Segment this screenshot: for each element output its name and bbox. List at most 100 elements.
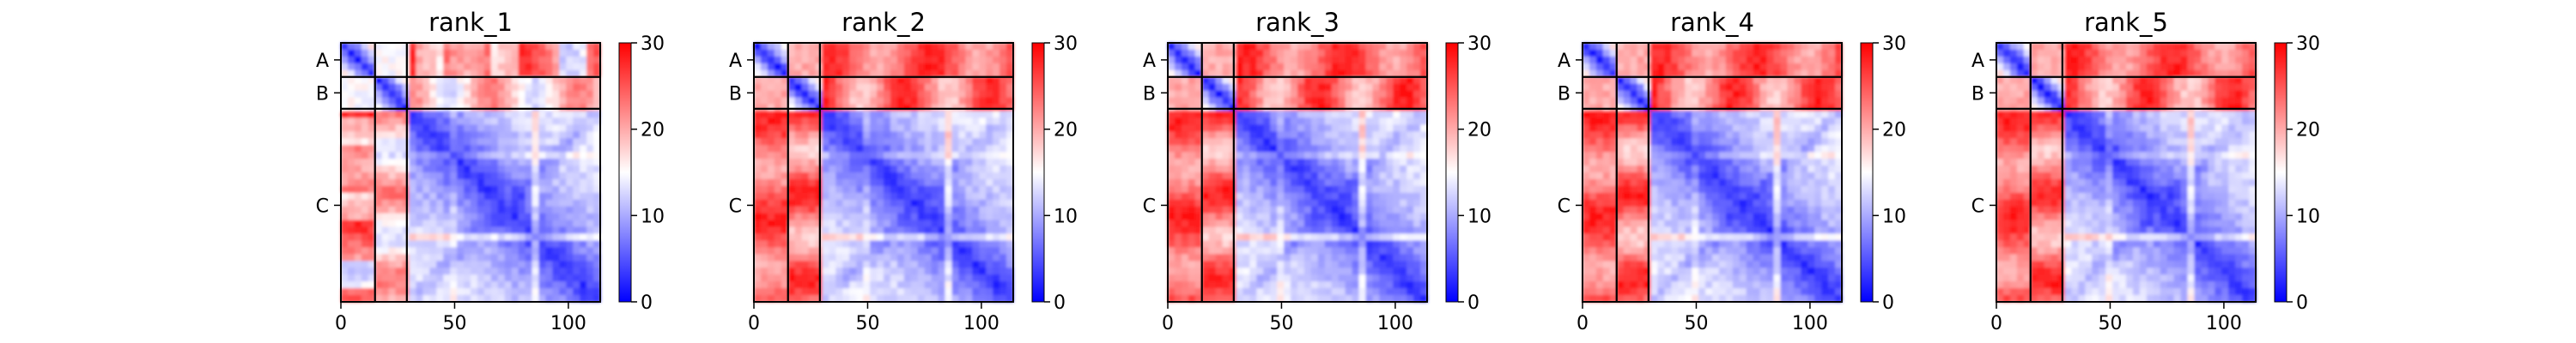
heatmap-cell <box>1215 152 1224 159</box>
heatmap-cell <box>1242 254 1250 262</box>
heatmap-cell <box>794 111 803 119</box>
heatmap-cell <box>1324 83 1333 92</box>
heatmap-cell <box>1324 288 1333 296</box>
heatmap-cell <box>1616 131 1625 139</box>
heatmap-cell <box>573 178 580 187</box>
heatmap-cell <box>586 233 594 242</box>
heatmap-cell <box>1835 138 1843 146</box>
heatmap-cell <box>1650 104 1659 112</box>
heatmap-cell <box>1331 43 1340 51</box>
heatmap-cell <box>754 69 762 78</box>
heatmap-cell <box>1291 69 1298 78</box>
heatmap-cell <box>835 247 843 255</box>
heatmap-cell <box>341 281 349 289</box>
heatmap-cell <box>347 165 355 173</box>
heatmap-cell <box>877 76 884 85</box>
heatmap-cell <box>464 117 471 125</box>
heatmap-cell <box>896 124 905 132</box>
heatmap-cell <box>381 138 390 146</box>
heatmap-cell <box>1678 56 1686 64</box>
heatmap-cell <box>552 288 560 296</box>
heatmap-cell <box>1602 69 1611 78</box>
heatmap-cell <box>979 145 987 153</box>
heatmap-cell <box>896 104 905 112</box>
heatmap-cell <box>1168 43 1176 51</box>
heatmap-cell <box>808 97 817 105</box>
heatmap-cell <box>1317 76 1326 85</box>
heatmap-cell <box>972 185 980 194</box>
heatmap-cell <box>999 274 1007 282</box>
heatmap-cell <box>538 206 547 214</box>
heatmap-cell <box>422 295 430 303</box>
heatmap-cell <box>1616 97 1625 105</box>
heatmap-cell <box>368 295 376 303</box>
heatmap-cell <box>1678 138 1686 146</box>
heatmap-cell <box>896 192 905 201</box>
heatmap-cell <box>1277 117 1285 125</box>
heatmap-cell <box>884 178 891 187</box>
heatmap-cell <box>1291 178 1298 187</box>
heatmap-cell <box>1310 131 1319 139</box>
heatmap-cell <box>1345 104 1353 112</box>
heatmap-cell <box>1794 117 1801 125</box>
heatmap-cell <box>767 145 775 153</box>
heatmap-cell <box>1623 97 1631 105</box>
heatmap-cell <box>1821 63 1829 71</box>
heatmap-cell <box>1358 159 1367 166</box>
heatmap-cell <box>1807 76 1815 85</box>
heatmap-cell <box>1181 268 1189 275</box>
heatmap-cell <box>1194 117 1203 125</box>
heatmap-cell <box>1365 76 1374 85</box>
heatmap-cell <box>1420 261 1428 268</box>
heatmap-cell <box>945 43 953 51</box>
heatmap-cell <box>422 178 430 187</box>
heatmap-cell <box>1284 226 1291 235</box>
heatmap-cell <box>471 76 478 85</box>
heatmap-cell <box>1331 281 1340 289</box>
heatmap-cell <box>580 131 587 139</box>
heatmap-cell <box>931 185 939 194</box>
heatmap-cell <box>986 69 993 78</box>
heatmap-cell <box>1317 69 1326 78</box>
heatmap-cell <box>1338 247 1346 255</box>
heatmap-cell <box>1201 199 1210 208</box>
heatmap-cell <box>538 131 547 139</box>
heatmap-cell <box>1215 104 1224 112</box>
heatmap-cell <box>497 124 506 132</box>
heatmap-cell <box>409 281 417 289</box>
heatmap-cell <box>945 124 953 132</box>
heatmap-cell <box>1671 56 1679 64</box>
heatmap-cell <box>760 69 769 78</box>
heatmap-cell <box>822 295 830 303</box>
heatmap-cell <box>951 220 960 228</box>
heatmap-cell <box>559 69 567 78</box>
heatmap-cell <box>938 281 946 289</box>
heatmap-cell <box>1338 76 1346 85</box>
heatmap-cell <box>1692 56 1699 64</box>
heatmap-cell <box>924 254 933 262</box>
heatmap-cell <box>504 220 513 228</box>
heatmap-cell <box>965 76 973 85</box>
heatmap-cell <box>1317 268 1326 275</box>
heatmap-cell <box>545 240 553 249</box>
heatmap-cell <box>835 97 843 105</box>
heatmap-cell <box>1379 145 1387 153</box>
heatmap-cell <box>1595 83 1604 92</box>
heatmap-cell <box>890 145 898 153</box>
heatmap-cell <box>781 206 789 214</box>
heatmap-cell <box>781 240 789 249</box>
heatmap-cell <box>483 199 492 208</box>
heatmap-cell <box>381 240 390 249</box>
heatmap-cell <box>347 97 355 105</box>
heatmap-cell <box>1345 56 1353 64</box>
heatmap-cell <box>1650 83 1659 92</box>
heatmap-cell <box>1236 281 1244 289</box>
heatmap-cell <box>1358 43 1367 51</box>
heatmap-cell <box>1753 117 1761 125</box>
heatmap-cell <box>1379 274 1387 282</box>
heatmap-cell <box>1801 56 1808 64</box>
heatmap-cell <box>1609 76 1618 85</box>
heatmap-cell <box>1386 76 1394 85</box>
heatmap-cell <box>870 213 878 221</box>
heatmap-cell <box>863 104 871 112</box>
